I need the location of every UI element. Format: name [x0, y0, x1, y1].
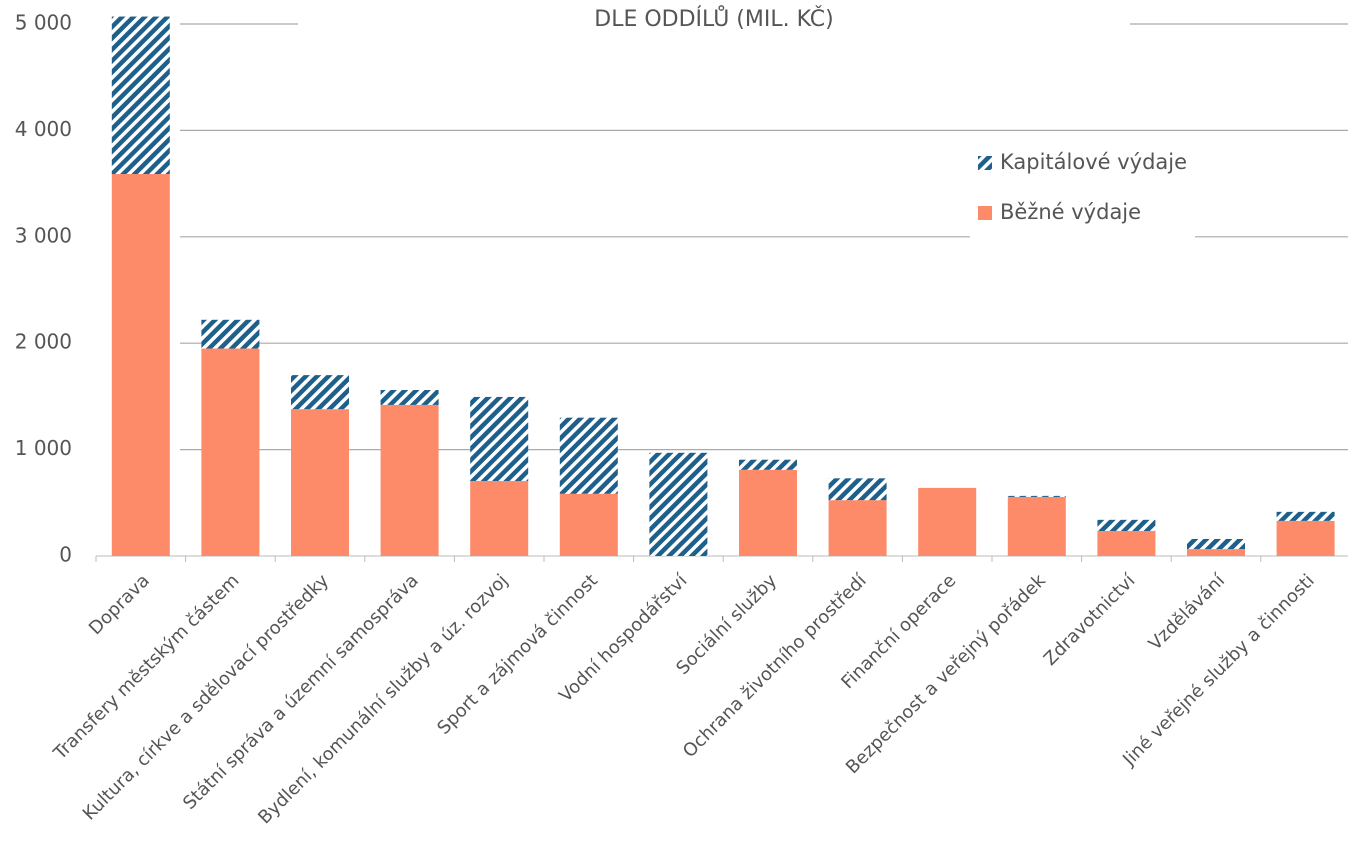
- y-tick-label: 5 000: [15, 11, 72, 35]
- chart-title: DLE ODDÍLŮ (MIL. KČ): [594, 5, 834, 32]
- x-tick-label: Ochrana životního prostředí: [679, 570, 871, 762]
- x-tick-label: Zdravotnictví: [1040, 570, 1140, 670]
- bar-segment: [201, 319, 260, 349]
- x-tick-label: Jiné veřejné služby a činnosti: [1118, 570, 1318, 770]
- bar-segment: [291, 409, 349, 556]
- x-tick-label: Doprava: [85, 570, 154, 639]
- x-tick-label: Transfery městským částem: [49, 570, 243, 764]
- bar-segment: [470, 396, 529, 481]
- legend-label: Kapitálové výdaje: [1000, 150, 1187, 174]
- bar-segment: [380, 390, 439, 405]
- bar-segment: [739, 459, 797, 470]
- bar-segment: [739, 469, 797, 556]
- y-tick-label: 3 000: [15, 223, 72, 247]
- bar-segment: [111, 174, 170, 557]
- bar-segment: [1097, 530, 1156, 556]
- legend-swatch: [978, 206, 992, 220]
- bar-segment: [1187, 549, 1245, 556]
- legend-label: Běžné výdaje: [1000, 200, 1141, 224]
- x-tick-label: Vzdělávání: [1145, 570, 1230, 655]
- bar-segment: [470, 480, 529, 556]
- bar-segment: [1007, 496, 1066, 556]
- bar-segment: [111, 16, 170, 175]
- bar-segment: [291, 375, 349, 410]
- bar-segment: [559, 417, 618, 494]
- y-tick-label: 2 000: [15, 330, 72, 354]
- x-tick-label: Sport a zájmová činnost: [433, 570, 602, 739]
- y-tick-label: 4 000: [15, 117, 72, 141]
- bar-segment: [1276, 511, 1335, 521]
- title-bg: [298, 4, 1130, 40]
- bar-segment: [649, 452, 708, 556]
- bar-segment: [1097, 519, 1156, 531]
- bar-segment: [1187, 538, 1245, 550]
- bar-segment: [559, 493, 618, 556]
- y-tick-label: 1 000: [15, 436, 72, 460]
- legend-box: [970, 140, 1195, 238]
- bar-segment: [1276, 520, 1335, 556]
- bar-segment: [918, 487, 977, 556]
- bar-segment: [828, 478, 887, 501]
- legend-swatch: [978, 156, 992, 170]
- bar-segment: [828, 500, 887, 556]
- y-tick-label: 0: [59, 543, 72, 567]
- bar-segment: [1007, 495, 1066, 497]
- bar-segment: [380, 404, 439, 556]
- bar-segment: [201, 348, 260, 556]
- x-tick-label: Bezpečnost a veřejný pořádek: [842, 570, 1050, 778]
